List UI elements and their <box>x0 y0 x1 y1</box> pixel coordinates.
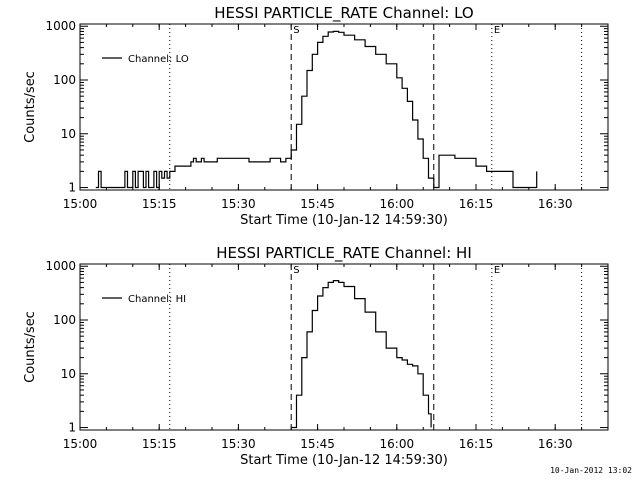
y-axis-label: Counts/sec <box>23 311 38 383</box>
y-axis-label: Counts/sec <box>23 71 38 143</box>
y-tick-label: 1000 <box>45 259 76 273</box>
time-marker-label: E <box>494 25 500 36</box>
legend-label: Channel: LO <box>128 54 189 65</box>
x-tick-label: 16:30 <box>538 197 573 211</box>
y-tick-label: 10 <box>61 367 76 381</box>
x-tick-label: 15:00 <box>63 437 98 451</box>
series-line <box>291 280 432 429</box>
time-marker-label: S <box>293 25 299 36</box>
series-line <box>95 30 538 189</box>
y-tick-label: 100 <box>53 313 76 327</box>
x-tick-label: 16:00 <box>380 197 415 211</box>
x-tick-label: 15:00 <box>63 197 98 211</box>
x-tick-label: 15:45 <box>300 197 335 211</box>
x-tick-label: 16:15 <box>459 197 494 211</box>
y-tick-label: 1 <box>68 421 76 435</box>
y-tick-label: 100 <box>53 73 76 87</box>
plot-frame <box>79 263 609 431</box>
chart-title: HESSI PARTICLE_RATE Channel: LO <box>214 4 473 23</box>
x-tick-label: 15:15 <box>142 437 177 451</box>
x-tick-label: 16:15 <box>459 437 494 451</box>
time-marker-label: S <box>293 265 299 276</box>
x-tick-label: 15:30 <box>221 197 256 211</box>
x-tick-label: 15:30 <box>221 437 256 451</box>
y-tick-label: 1 <box>68 181 76 195</box>
x-tick-label: 15:45 <box>300 437 335 451</box>
y-tick-label: 1000 <box>45 19 76 33</box>
chart-title: HESSI PARTICLE_RATE Channel: HI <box>216 244 472 263</box>
x-tick-label: 15:15 <box>142 197 177 211</box>
x-tick-label: 16:30 <box>538 437 573 451</box>
x-axis-label: Start Time (10-Jan-12 14:59:30) <box>240 453 448 468</box>
plot-frame <box>79 23 609 191</box>
time-marker-label: E <box>494 265 500 276</box>
y-tick-label: 10 <box>61 127 76 141</box>
x-axis-label: Start Time (10-Jan-12 14:59:30) <box>240 213 448 228</box>
legend-label: Channel: HI <box>128 294 186 305</box>
x-tick-label: 16:00 <box>380 437 415 451</box>
timestamp-stamp: 10-Jan-2012 13:02 <box>550 466 632 475</box>
